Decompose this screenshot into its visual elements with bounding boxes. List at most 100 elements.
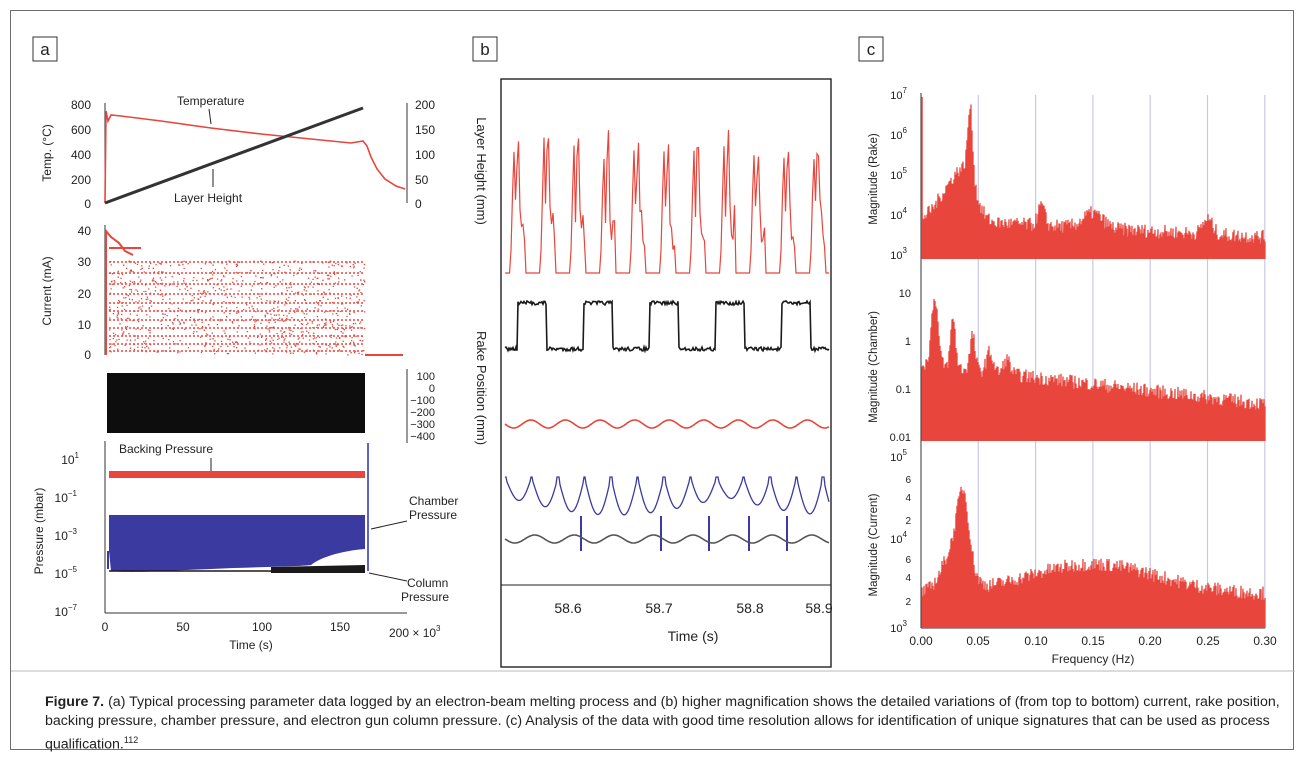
c-rake-ytick: 106 <box>890 126 907 142</box>
caption-label: Figure 7. <box>45 694 105 710</box>
c-current-ytick: 4 <box>905 573 911 584</box>
c-xtick: 0.15 <box>1081 634 1105 648</box>
panel-b-label-box <box>472 36 498 62</box>
pressure-ytick: 10−3 <box>55 527 78 543</box>
figure-caption: Figure 7. (a) Typical processing paramet… <box>45 693 1285 755</box>
b-xtick: 58.7 <box>645 600 672 616</box>
panel-c-grid <box>977 95 1266 628</box>
b-current-series <box>505 129 829 274</box>
pressure-xtick: 50 <box>176 620 190 634</box>
figure-frame: a 800 600 400 200 0 Temp. (°C) 200 150 1… <box>10 10 1295 753</box>
pressure-ytick: 101 <box>61 451 79 467</box>
pressure-xlabel: Time (s) <box>229 638 273 652</box>
c-current-ytick: 6 <box>905 475 911 486</box>
pressure-plot: 101 10−1 10−3 10−5 10−7 Pressure (mbar) … <box>32 441 458 652</box>
backing-pressure-annotation: Backing Pressure <box>119 442 213 456</box>
current-ytick: 0 <box>84 348 91 362</box>
chamber-arrow <box>370 520 408 530</box>
c-current-ytick: 4 <box>905 493 911 504</box>
pressure-ytick: 10−5 <box>55 565 78 581</box>
c-rake-ylabel: Magnitude (Rake) <box>868 133 880 225</box>
panel-c-label-box <box>858 36 884 62</box>
c-chamber-ytick: 1 <box>905 336 911 348</box>
b-xtick: 58.6 <box>554 600 581 616</box>
panel-b: b Layer Height (mm) Rake Position (mm) 5… <box>472 36 833 668</box>
figure-svg: a 800 600 400 200 0 Temp. (°C) 200 150 1… <box>11 36 1295 672</box>
c-chamber-ytick: 0.01 <box>890 432 911 444</box>
rake-ytick-right: 100 <box>417 371 435 383</box>
c-xtick: 0.25 <box>1196 634 1220 648</box>
c-rake-ytick: 104 <box>890 206 907 222</box>
b-chamber-trace <box>505 476 830 516</box>
backing-pressure-series <box>109 471 365 478</box>
c-spectra <box>921 97 1266 629</box>
c-rake-ytick: 103 <box>890 246 907 262</box>
rake-ytick-right: −300 <box>410 419 435 431</box>
temperature-arrow <box>208 108 212 125</box>
c-xlabel: Frequency (Hz) <box>1052 652 1135 666</box>
temperature-annotation: Temperature <box>177 94 245 108</box>
current-ytick: 40 <box>78 224 92 238</box>
current-scatter <box>109 260 367 356</box>
c-xtick: 0.20 <box>1138 634 1162 648</box>
c-xtick: 0.10 <box>1024 634 1048 648</box>
temp-ytick: 800 <box>71 98 91 112</box>
current-startup-trace <box>105 228 134 355</box>
c-current-ytick: 2 <box>905 516 911 527</box>
rake-plot: 100 0 −100 −200 −300 −400 <box>107 369 435 443</box>
b-xtick: 58.9 <box>805 600 832 616</box>
current-plot: 40 30 20 10 0 Current (mA) <box>40 224 403 362</box>
b-rake-trace <box>504 299 830 354</box>
pressure-ytick: 10−1 <box>55 489 78 505</box>
b-xtick: 58.8 <box>736 600 763 616</box>
temp-plot: 800 600 400 200 0 Temp. (°C) 200 150 100… <box>40 94 435 211</box>
current-ylabel: Current (mA) <box>40 256 54 325</box>
temp-ylabel: Temp. (°C) <box>40 124 54 181</box>
rake-series <box>107 373 365 433</box>
b-backing-trace <box>504 419 830 429</box>
temp-ytick: 200 <box>71 173 91 187</box>
temp-ytick: 400 <box>71 148 91 162</box>
c-rake-spectrum <box>921 104 1266 260</box>
caption-text: (a) Typical processing parameter data lo… <box>45 694 1280 753</box>
c-current-ytick: 6 <box>905 555 911 566</box>
panel-a-label: a <box>40 40 50 59</box>
c-xtick: 0.00 <box>909 634 933 648</box>
c-rake-ytick: 107 <box>890 86 907 102</box>
c-xtick: 0.05 <box>966 634 990 648</box>
b-current-trace <box>505 129 829 274</box>
c-chamber-ytick: 10 <box>899 288 911 300</box>
current-ytick: 10 <box>78 318 92 332</box>
c-rake-ytick: 105 <box>890 166 907 182</box>
temp-ytick-right: 0 <box>415 197 422 211</box>
pressure-xtick: 0 <box>102 620 109 634</box>
b-xlabel: Time (s) <box>668 628 719 644</box>
chamber-annotation: Pressure <box>409 508 457 522</box>
current-ytick: 20 <box>78 287 92 301</box>
panel-a-label-box <box>32 36 58 62</box>
layer-height-annotation: Layer Height <box>174 191 243 205</box>
panel-a: a 800 600 400 200 0 Temp. (°C) 200 150 1… <box>32 36 458 652</box>
caption-ref: 112 <box>123 735 139 745</box>
column-arrow <box>368 572 408 582</box>
temp-ytick-right: 100 <box>415 148 435 162</box>
column-annotation: Column <box>407 576 448 590</box>
pressure-xtick: 100 <box>252 620 272 634</box>
rake-ytick-right: 0 <box>429 383 435 395</box>
chamber-annotation: Chamber <box>409 494 458 508</box>
pressure-xtick: 150 <box>330 620 350 634</box>
column-annotation: Pressure <box>401 590 449 604</box>
c-current-ytick: 2 <box>905 597 911 608</box>
panel-b-label: b <box>480 40 489 59</box>
c-current-ytick: 105 <box>890 448 907 464</box>
layer-height-series <box>104 106 364 205</box>
b-column-trace <box>504 534 830 544</box>
b-backing-series <box>504 419 830 429</box>
current-series <box>105 228 403 356</box>
b-rake-series <box>504 299 830 354</box>
chamber-pressure-series <box>109 515 365 572</box>
panel-c: c 107 106 105 104 103 Magnitude (Rake) 1… <box>858 36 1277 666</box>
temp-ytick: 600 <box>71 123 91 137</box>
rake-ytick-right: −100 <box>410 395 435 407</box>
c-chamber-ylabel: Magnitude (Chamber) <box>868 311 880 423</box>
